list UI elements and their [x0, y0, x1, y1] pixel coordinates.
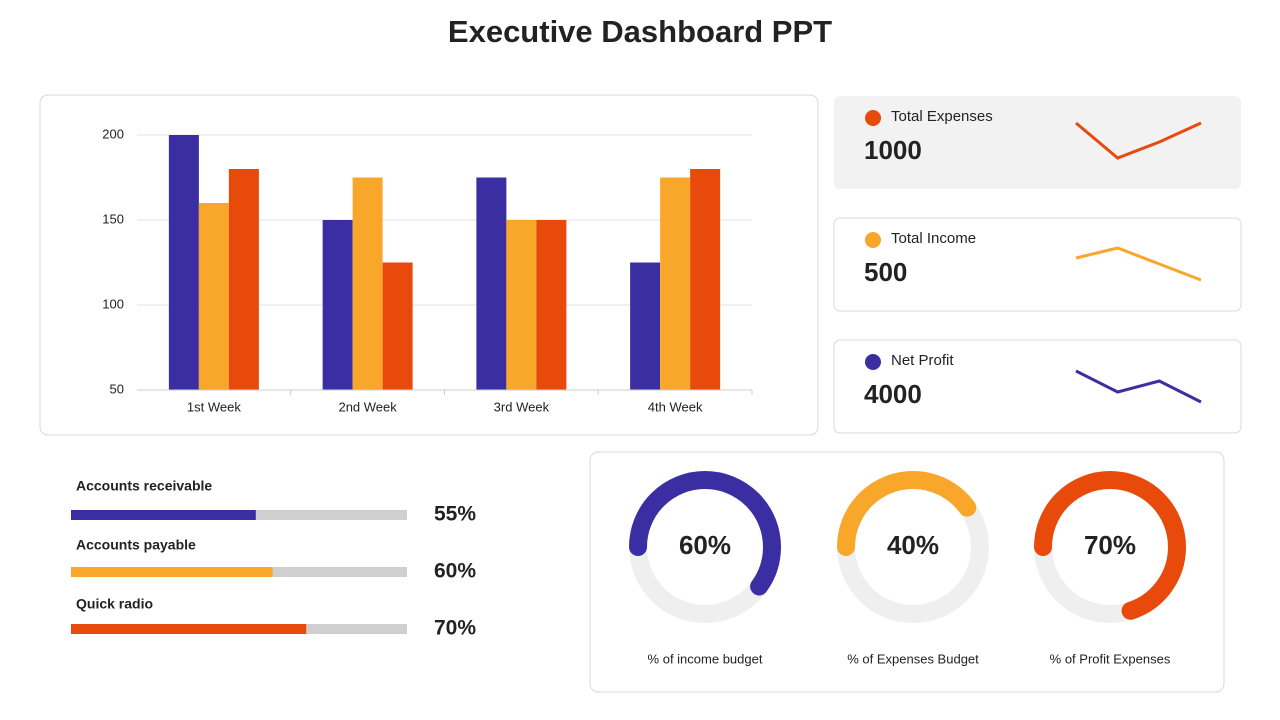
donut-label: % of Profit Expenses [1050, 651, 1171, 666]
donut-label: % of Expenses Budget [847, 651, 979, 666]
bar [382, 262, 413, 390]
donut-value: 60% [679, 530, 731, 560]
y-tick-label: 150 [102, 211, 124, 226]
bar [198, 203, 229, 390]
sparkline [1075, 246, 1202, 282]
bar [228, 169, 259, 390]
progress-label: Accounts receivable [76, 478, 212, 494]
donut-arc [1034, 471, 1186, 623]
donut-arc [629, 471, 781, 623]
kpi-card [834, 96, 1241, 189]
progress-label: Accounts payable [76, 537, 196, 553]
progress-value: 70% [434, 617, 476, 640]
progress-value: 55% [434, 503, 476, 526]
kpi-card [833, 217, 1242, 312]
bar [660, 177, 691, 390]
bar [352, 177, 383, 390]
kpi-value: 4000 [864, 379, 922, 409]
kpi-title: Total Income [891, 230, 976, 247]
sparkline [1075, 121, 1202, 160]
sparkline [1075, 369, 1202, 404]
kpi-title: Total Expenses [891, 108, 993, 125]
bar [630, 262, 661, 390]
x-tick-label: 4th Week [648, 399, 703, 414]
x-tick-label: 2nd Week [338, 399, 397, 414]
kpi-title: Net Profit [891, 352, 954, 369]
x-tick-label: 3rd Week [494, 399, 550, 414]
donut-value: 70% [1084, 530, 1136, 560]
bar [322, 220, 353, 390]
donut-label: % of income budget [648, 651, 763, 666]
y-tick-label: 50 [110, 381, 124, 396]
bar [690, 169, 721, 390]
donut-value: 40% [887, 530, 939, 560]
bar [506, 220, 537, 390]
bar [168, 135, 199, 390]
kpi-value: 500 [864, 257, 907, 287]
donut-panel [589, 451, 1225, 693]
y-tick-label: 100 [102, 296, 124, 311]
kpi-dot [865, 354, 881, 370]
progress-value: 60% [434, 560, 476, 583]
kpi-dot [865, 232, 881, 248]
progress-label: Quick radio [76, 596, 153, 612]
progress-bar [71, 567, 273, 577]
bar [536, 220, 567, 390]
x-tick-label: 1st Week [187, 399, 241, 414]
bar [476, 177, 507, 390]
donut-arc [837, 471, 989, 623]
progress-bar [71, 624, 307, 634]
kpi-value: 1000 [864, 135, 922, 165]
progress-bar [71, 510, 256, 520]
y-tick-label: 200 [102, 126, 124, 141]
page-title: Executive Dashboard PPT [448, 14, 832, 49]
kpi-dot [865, 110, 881, 126]
kpi-card [833, 339, 1242, 434]
